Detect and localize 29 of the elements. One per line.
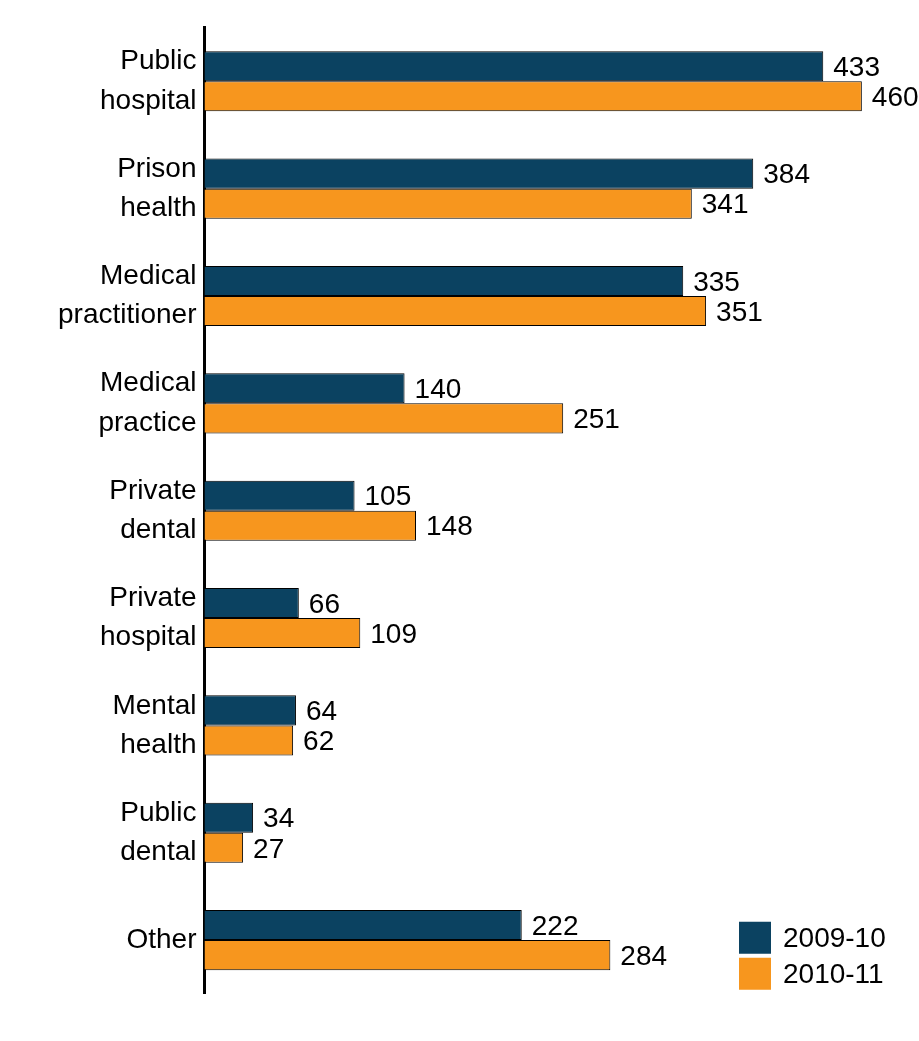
data-label: 341 [701,188,749,220]
data-label: 105 [364,480,412,512]
y-tick-label: Other [126,922,197,954]
data-label: 351 [716,295,763,327]
y-tick-label: Public hospital [99,44,197,115]
data-label: 109 [370,617,417,649]
data-label: 66 [308,587,340,619]
y-tick-label: Private dental [109,473,197,545]
legend-label: 2009-10 [783,921,886,953]
data-label: 284 [620,939,668,971]
data-label: 140 [414,373,462,405]
data-label: 460 [871,81,919,113]
legend-label: 2010-11 [783,957,884,989]
data-label: 433 [833,50,880,82]
data-label: 34 [263,802,295,834]
y-tick-label: Medical practitioner [57,259,197,330]
y-tick-label: Medical practice [98,366,197,437]
data-label: 384 [763,158,810,190]
data-label: 148 [426,510,473,542]
data-label: 27 [253,832,285,864]
data-label: 335 [693,265,740,297]
data-label: 64 [305,695,338,727]
data-label: 222 [531,909,579,941]
y-tick-label: Prison health [117,151,197,222]
y-tick-label: Mental health [112,688,197,759]
data-label: 251 [573,403,620,435]
data-label: 62 [303,725,335,757]
y-tick-label: Private hospital [99,581,197,652]
y-tick-label: Public dental [120,795,197,867]
